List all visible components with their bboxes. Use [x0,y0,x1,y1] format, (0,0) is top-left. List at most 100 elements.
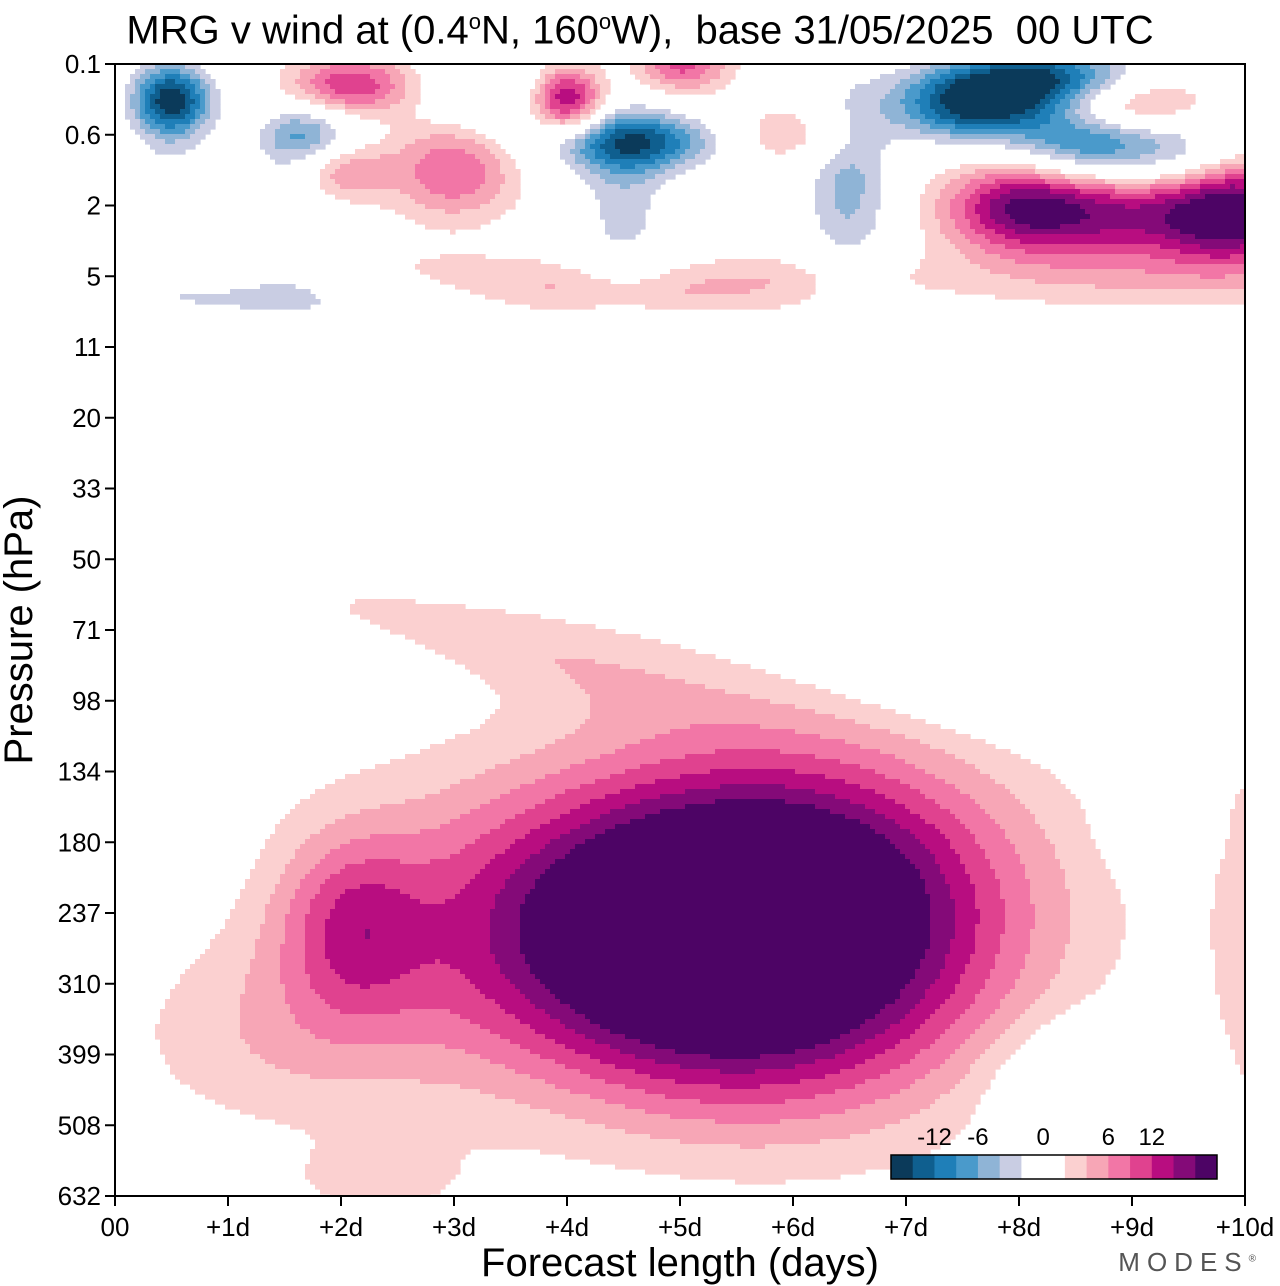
contour-cell [855,719,926,725]
contour-cell [630,104,646,110]
contour-cell [780,749,881,755]
contour-cell [670,1114,821,1120]
contour-cell [925,239,951,245]
contour-cell [1125,144,1161,150]
contour-cell [240,994,286,1000]
contour-cell [425,224,481,230]
contour-cell [535,84,541,90]
contour-cell [570,764,641,770]
contour-cell [995,1009,1026,1015]
contour-cell [545,74,556,80]
contour-cell [200,79,206,85]
contour-cell [425,184,481,190]
contour-cell [1015,1019,1051,1025]
contour-cell [605,139,616,145]
contour-cell [955,1084,991,1090]
contour-field [125,64,1245,1196]
contour-cell [600,814,646,820]
contour-cell [325,919,491,925]
contour-cell [970,69,991,75]
contour-cell [400,1009,451,1015]
contour-cell [285,939,306,945]
contour-cell [565,1154,921,1160]
contour-cell [530,1049,576,1055]
contour-cell [360,614,541,620]
contour-cell [860,194,881,200]
contour-cell [950,884,976,890]
contour-cell [985,854,1021,860]
contour-cell [595,79,611,85]
contour-cell [485,994,526,1000]
contour-cell [965,199,981,205]
contour-cell [1065,879,1116,885]
contour-cell [920,119,936,125]
contour-cell [975,204,991,210]
contour-cell [1135,109,1176,115]
contour-cell [275,824,326,830]
contour-cell [660,69,681,75]
contour-cell [615,1064,681,1070]
contour-cell [940,1034,971,1040]
contour-cell [685,69,706,75]
contour-cell [615,114,666,120]
contour-cell [275,829,321,835]
contour-cell [555,1039,596,1045]
contour-cell [420,1079,546,1085]
x-tick-label: +8d [997,1212,1041,1242]
contour-cell [975,949,1001,955]
contour-cell [130,119,141,125]
colorbar-label: 12 [1138,1124,1165,1151]
contour-cell [155,1034,241,1040]
contour-cell [150,74,166,80]
contour-cell [1105,79,1116,85]
contour-cell [250,874,281,880]
contour-cell [705,684,816,690]
contour-cell [1090,89,1101,95]
contour-cell [260,934,286,940]
contour-cell [880,74,911,80]
contour-cell [465,1049,531,1055]
contour-cell [545,984,906,990]
contour-cell [1060,859,1106,865]
contour-cell [1050,99,1061,105]
contour-cell [960,114,1011,120]
contour-cell [815,1044,856,1050]
contour-cell [615,824,871,830]
contour-cell [1020,859,1061,865]
contour-cell [325,949,491,955]
contour-cell [685,804,816,810]
contour-cell [510,979,541,985]
contour-cell [695,64,711,70]
contour-cell [395,209,446,215]
contour-cell [885,794,926,800]
contour-cell [250,869,286,875]
contour-cell [1000,944,1031,950]
contour-cell [600,174,656,180]
contour-cell [190,74,201,80]
contour-cell [285,994,321,1000]
contour-cell [840,1034,876,1040]
contour-cell [1070,119,1086,125]
contour-cell [1090,129,1121,135]
contour-cell [245,1039,331,1045]
contour-cell [1010,114,1036,120]
contour-cell [255,859,291,865]
contour-cell [945,79,956,85]
contour-cell [1190,199,1245,205]
contour-cell [1040,124,1076,130]
contour-cell [1045,139,1121,145]
contour-cell [585,759,661,765]
contour-cell [825,1074,881,1080]
contour-cell [985,849,1016,855]
contour-cell [400,189,431,195]
contour-cell [240,1014,296,1020]
contour-cell [190,79,201,85]
contour-cell [920,204,936,210]
contour-cell [275,884,301,890]
contour-cell [885,1004,916,1010]
contour-cell [680,144,691,150]
contour-cell [525,994,556,1000]
contour-cell [600,144,616,150]
contour-cell [540,89,546,95]
contour-cell [260,134,276,140]
